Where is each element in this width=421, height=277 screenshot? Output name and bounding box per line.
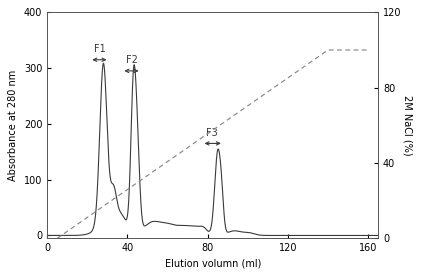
X-axis label: Elution volumn (ml): Elution volumn (ml) (165, 259, 261, 269)
Text: F2: F2 (125, 55, 137, 65)
Y-axis label: 2M NaCl (%): 2M NaCl (%) (402, 95, 413, 156)
Text: F1: F1 (93, 44, 105, 54)
Text: F3: F3 (206, 128, 218, 138)
Y-axis label: Absorbance at 280 nm: Absorbance at 280 nm (8, 70, 19, 181)
